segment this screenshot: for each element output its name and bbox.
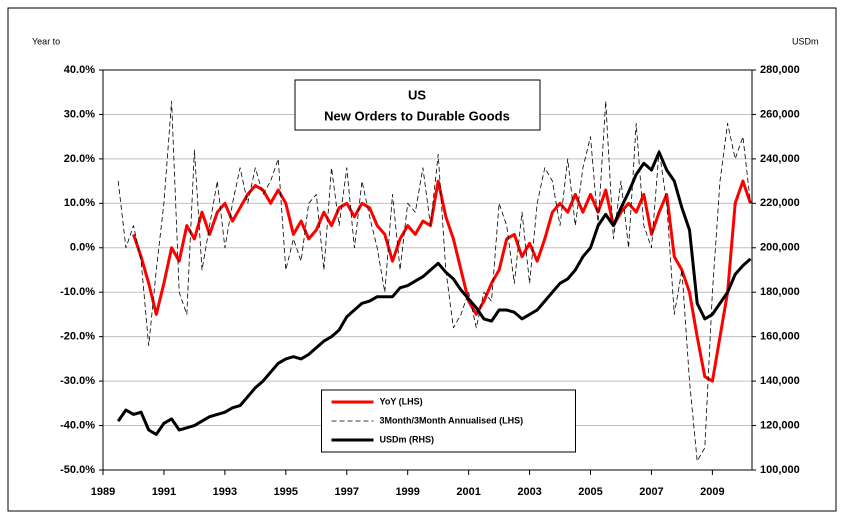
- y-axis-label: Year to: [32, 36, 60, 46]
- series-layer: [116, 100, 752, 462]
- legend-label: USDm (RHS): [380, 434, 435, 444]
- y2-tick-label: 160,000: [760, 331, 800, 343]
- y2-tick-label: 260,000: [760, 108, 800, 120]
- series-line: [132, 179, 752, 383]
- y2-tick-label: 140,000: [760, 375, 800, 387]
- y-tick-label: 40.0%: [64, 64, 95, 76]
- y-tick-label: -10.0%: [60, 286, 95, 298]
- y2-axis-label: USDm: [792, 36, 819, 46]
- y2-tick-label: 200,000: [760, 242, 800, 254]
- y2-tick-label: 180,000: [760, 286, 800, 298]
- x-tick-label: 1999: [395, 486, 419, 498]
- title-box: [294, 79, 541, 131]
- y2-tick-label: 280,000: [760, 64, 800, 76]
- x-tick-label: 1993: [213, 486, 237, 498]
- y-tick-label: -50.0%: [60, 464, 95, 476]
- x-tick-label: 1989: [91, 486, 115, 498]
- y2-tick-label: 240,000: [760, 153, 800, 165]
- x-tick-label: 1991: [152, 486, 176, 498]
- x-tick-label: 2005: [578, 486, 602, 498]
- y2-tick-label: 120,000: [760, 419, 800, 431]
- y-tick-label: 10.0%: [64, 197, 95, 209]
- y2-tick-label: 100,000: [760, 464, 800, 476]
- x-tick-label: 1997: [335, 486, 359, 498]
- y-tick-label: -40.0%: [60, 419, 95, 431]
- legend-label: YoY (LHS): [380, 396, 423, 406]
- y2-tick-label: 220,000: [760, 197, 800, 209]
- y-tick-label: 0.0%: [70, 242, 95, 254]
- chart-title: US: [408, 87, 426, 102]
- x-tick-label: 2009: [700, 486, 724, 498]
- y-tick-label: 30.0%: [64, 108, 95, 120]
- x-tick-label: 1995: [274, 486, 298, 498]
- chart-subtitle: New Orders to Durable Goods: [324, 108, 510, 123]
- x-tick-label: 2001: [456, 486, 480, 498]
- plot-border: [102, 69, 753, 471]
- legend: YoY (LHS) 3Month/3Month Annualised (LHS) U…: [321, 389, 576, 453]
- series-line: [116, 150, 752, 436]
- legend-label: 3Month/3Month Annualised (LHS): [380, 415, 524, 425]
- x-tick-label: 2007: [639, 486, 663, 498]
- y-tick-label: 20.0%: [64, 153, 95, 165]
- x-tick-label: 2003: [517, 486, 541, 498]
- y-tick-label: -30.0%: [60, 375, 95, 387]
- y-tick-label: -20.0%: [60, 331, 95, 343]
